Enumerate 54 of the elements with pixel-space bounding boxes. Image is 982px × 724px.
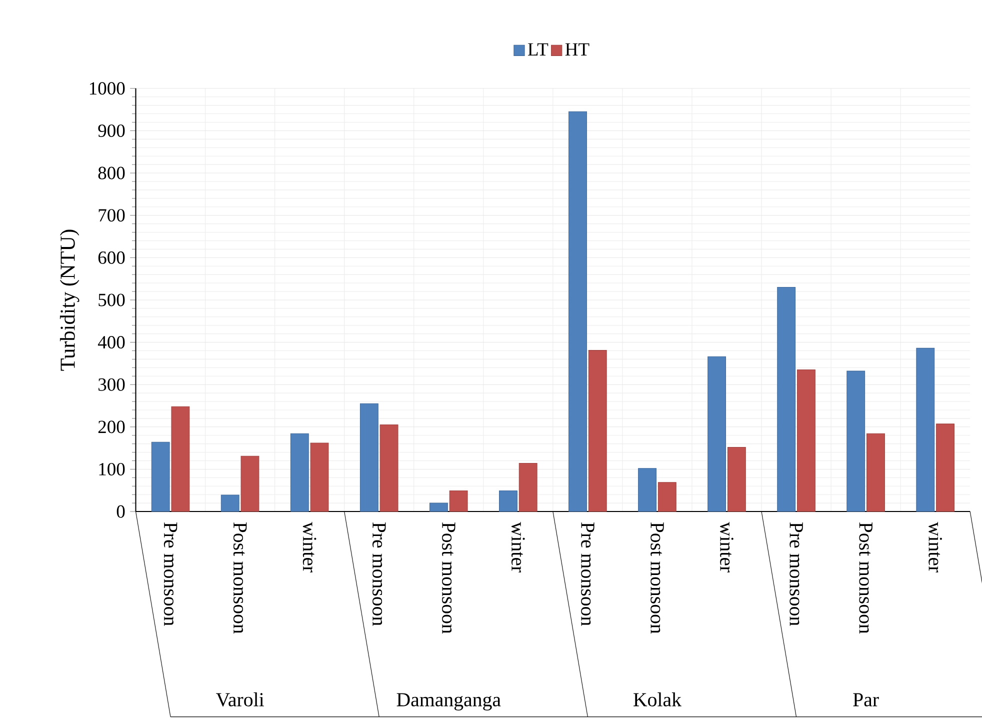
text: Damanganga	[396, 693, 501, 710]
bar	[171, 406, 190, 512]
y-tick-label: 900	[98, 124, 125, 137]
bar	[449, 490, 468, 512]
bar	[777, 286, 796, 512]
x-tick-label: Post monsoon	[650, 522, 664, 634]
y-tick-label: 600	[98, 251, 125, 264]
x-tick-label: Pre monsoon	[164, 522, 178, 626]
bar	[220, 494, 240, 512]
legend-label: LT	[528, 43, 548, 56]
y-tick-label: 800	[98, 166, 125, 180]
x-tick-label: winter	[302, 522, 316, 572]
bar	[499, 490, 518, 512]
x-tick-label: Pre monsoon	[581, 522, 594, 626]
x-tick-label: Pre monsoon	[790, 522, 803, 626]
y-tick-label: 400	[98, 336, 125, 349]
bar	[290, 433, 309, 512]
bar	[866, 433, 885, 512]
bar	[568, 111, 587, 512]
y-tick-label: 500	[98, 294, 125, 306]
x-tick-label: Post monsoon	[442, 522, 456, 634]
bar	[727, 446, 746, 512]
y-tick-label: 300	[98, 378, 125, 391]
y-tick-label: 1000	[90, 82, 125, 95]
y-tick-label: 200	[98, 420, 125, 434]
bar	[638, 468, 656, 512]
bar	[380, 424, 398, 512]
x-tick-label: winter	[511, 522, 525, 572]
bar	[796, 369, 816, 512]
text: Varoli	[216, 692, 264, 706]
bar	[518, 462, 538, 512]
bar	[429, 502, 448, 512]
x-tick-label: Pre monsoon	[372, 522, 386, 626]
bar	[936, 424, 954, 512]
bar	[360, 403, 378, 512]
y-tick-label: 100	[99, 462, 125, 476]
text: Par	[853, 693, 879, 706]
legend-label: HT	[565, 43, 590, 56]
bar	[240, 456, 260, 512]
bar	[846, 370, 866, 512]
x-tick-label: Post monsoon	[859, 522, 872, 634]
x-tick-label: winter	[720, 522, 734, 572]
bar	[588, 350, 607, 512]
bar	[916, 348, 935, 512]
y-tick-label: 700	[98, 209, 125, 222]
y-axis-title: Turbidity (NTU)	[60, 230, 80, 371]
x-tick-label: winter	[928, 522, 942, 572]
bar	[310, 442, 329, 512]
bar	[658, 482, 676, 512]
y-tick-label: 0	[116, 505, 125, 518]
x-tick-label: Post monsoon	[233, 522, 247, 634]
bar	[708, 356, 726, 512]
text: Kolak	[634, 692, 682, 706]
bar	[151, 442, 170, 512]
